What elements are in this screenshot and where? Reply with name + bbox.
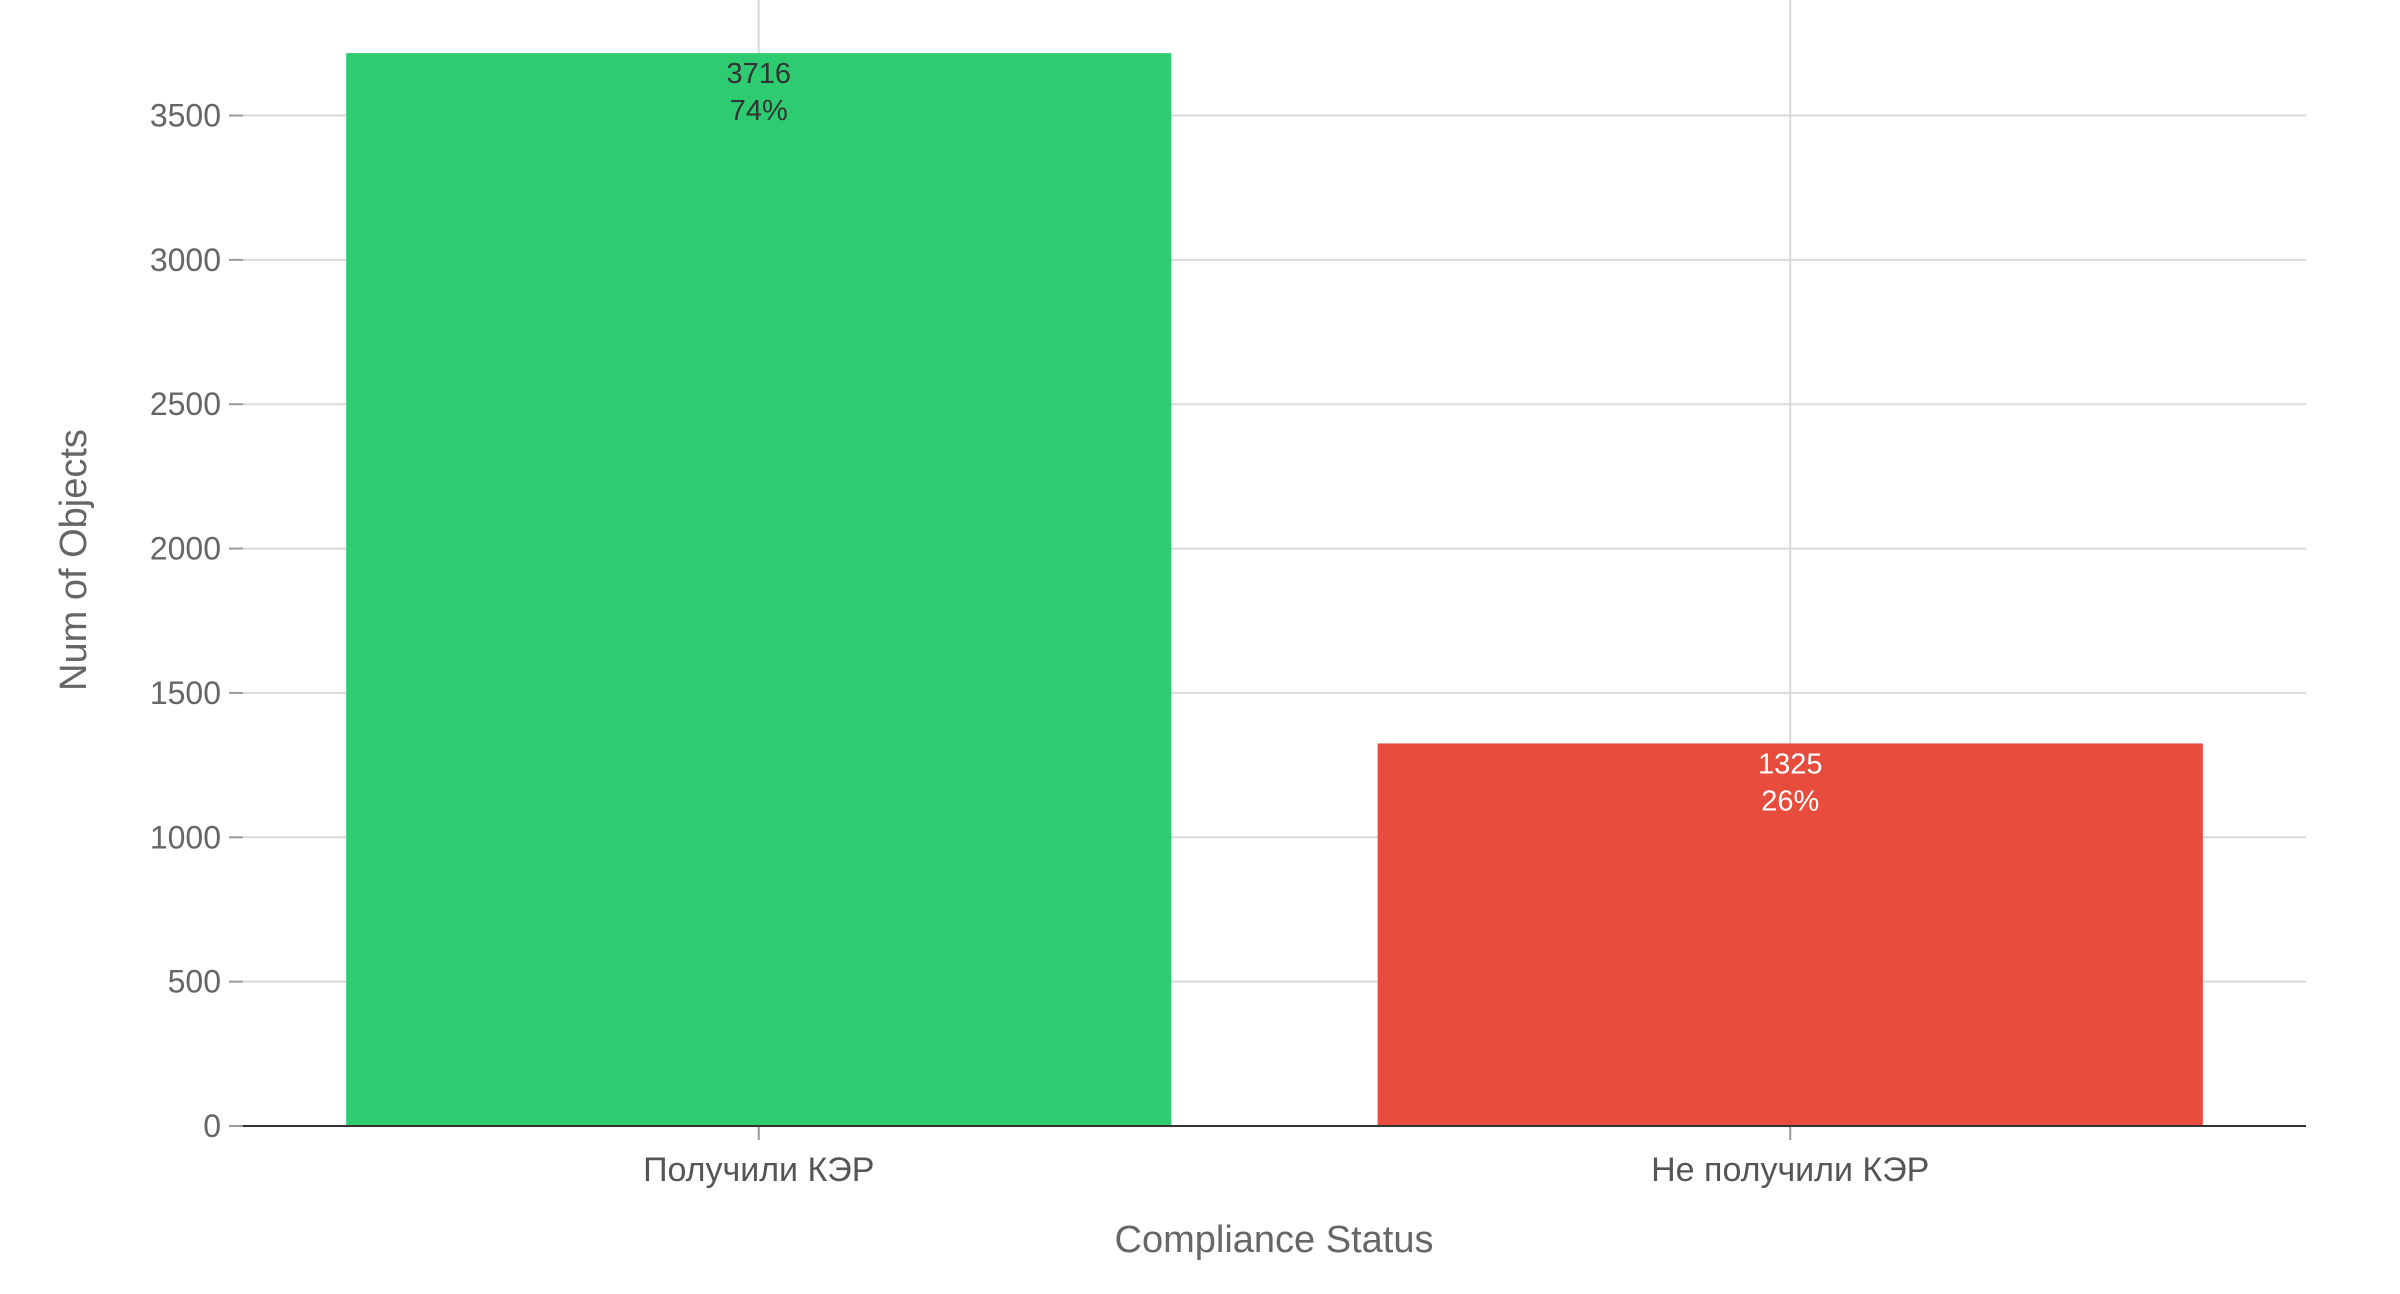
- bar-percent-label: 74%: [730, 95, 788, 127]
- axes: 0 500 1000 1500 2000 2500 3000 3500 Получили КЭР…: [150, 97, 2306, 1189]
- y-tick-label: 2500: [150, 386, 221, 422]
- bar: [346, 53, 1172, 1126]
- bars: [346, 53, 2203, 1126]
- y-tick-label: 2000: [150, 531, 221, 567]
- y-tick-label: 1500: [150, 675, 221, 711]
- y-tick-label: 3000: [150, 242, 221, 278]
- y-tick-label: 0: [203, 1108, 221, 1144]
- x-tick-label: Получили КЭР: [643, 1151, 874, 1189]
- bar-percent-label: 26%: [1761, 785, 1819, 817]
- y-tick-label: 3500: [150, 97, 221, 133]
- x-axis-title: Compliance Status: [1115, 1219, 1434, 1261]
- data-labels: 3716 74% 1325 26%: [726, 58, 1822, 817]
- y-tick-label: 500: [168, 964, 221, 1000]
- y-tick-label: 1000: [150, 819, 221, 855]
- y-axis-title: Num of Objects: [53, 429, 95, 691]
- bar: [1377, 743, 2203, 1126]
- bar-value-label: 3716: [726, 58, 791, 90]
- bar-value-label: 1325: [1758, 748, 1823, 780]
- x-tick-label: Не получили КЭР: [1651, 1151, 1929, 1189]
